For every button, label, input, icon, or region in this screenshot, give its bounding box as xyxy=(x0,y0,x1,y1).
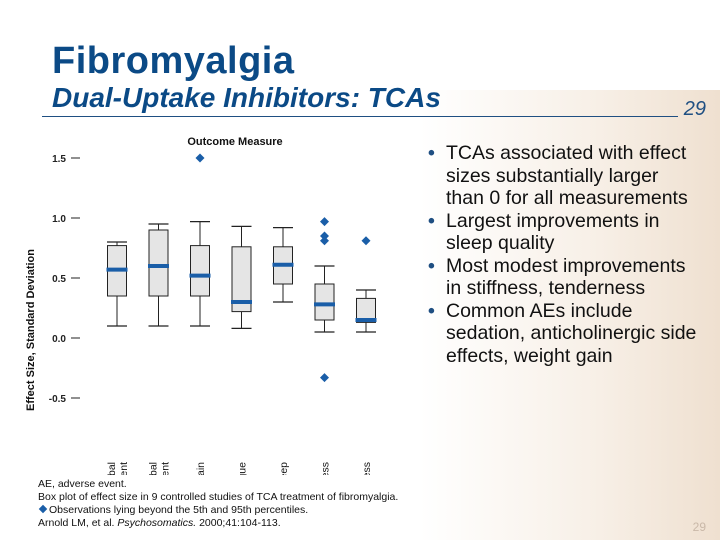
category-label-line: M.D. Global xyxy=(148,462,160,475)
category-label-line: Fatigue xyxy=(237,462,249,475)
outlier-point xyxy=(320,231,329,241)
x-category-label: M.D. GlobalAssessment xyxy=(148,462,172,475)
category-label-line: Pain xyxy=(195,462,207,475)
category-label-line: Assessment xyxy=(118,462,130,475)
footnote-citation: Arnold LM, et al. Psychosomatics. 2000;4… xyxy=(38,517,598,530)
bullet-dot: • xyxy=(428,254,435,277)
footnote-outlier-note: Observations lying beyond the 5th and 95… xyxy=(38,504,598,517)
box-iqr xyxy=(314,283,335,321)
chart-title: Outcome Measure xyxy=(187,136,282,148)
y-axis: 1.5 1.0 0.5 0.0 -0.5 xyxy=(49,154,80,405)
y-tick-label: 0.0 xyxy=(52,334,66,345)
citation-details: 2000;41:104-113. xyxy=(199,517,281,529)
box-sleep xyxy=(272,226,294,303)
y-tick-label: 0.5 xyxy=(52,274,66,285)
bullet-text: TCAs associated with effect sizes substa… xyxy=(446,142,688,209)
x-category-label: Fatigue xyxy=(237,462,249,475)
x-category-label: Stiffness xyxy=(361,462,373,475)
y-axis-title: Effect Size, Standard Deviation xyxy=(25,249,37,411)
slide-number: 29 xyxy=(683,98,706,120)
category-label-line: Stiffness xyxy=(361,462,373,475)
x-category-label: Tenderness xyxy=(320,462,332,475)
bullet-item: • Common AEs include sedation, anticholin… xyxy=(422,300,698,368)
key-points-list: • TCAs associated with effect sizes subst… xyxy=(422,142,698,367)
y-tick-label: -0.5 xyxy=(49,394,67,405)
citation-journal: Psychosomatics. xyxy=(117,517,197,529)
bullet-dot: • xyxy=(428,299,435,322)
outlier-point xyxy=(320,236,329,246)
citation-authors: Arnold LM, et al. xyxy=(38,517,115,529)
box-fatigue xyxy=(231,225,252,329)
x-category-label: Patient GlobalAssessment xyxy=(106,462,130,475)
x-axis-labels: Patient GlobalAssessmentM.D. GlobalAsses… xyxy=(106,462,373,475)
box-iqr xyxy=(190,245,210,297)
bullet-text: Common AEs include sedation, anticholine… xyxy=(446,299,697,367)
box-m-d-global-assessment xyxy=(148,223,169,327)
bullet-item: • Largest improvements in sleep quality xyxy=(422,210,698,255)
background-gradient xyxy=(420,90,720,540)
box-patient-global-assessment xyxy=(106,241,128,327)
y-tick-label: 1.5 xyxy=(52,154,66,165)
footnotes: AE, adverse event. Box plot of effect si… xyxy=(38,478,598,530)
box-iqr xyxy=(231,246,252,313)
category-label-line: Sleep xyxy=(278,462,290,475)
y-tick-label: 1.0 xyxy=(52,214,66,225)
outlier-point xyxy=(320,217,329,227)
category-label-line: Assessment xyxy=(160,462,172,475)
page-subtitle: Dual-Uptake Inhibitors: TCAs xyxy=(52,82,441,113)
outlier-point xyxy=(361,236,371,246)
category-label-line: Tenderness xyxy=(320,462,332,475)
x-category-label: Pain xyxy=(195,462,207,475)
box-iqr xyxy=(356,297,376,323)
bullet-dot: • xyxy=(428,142,435,164)
outlier-point xyxy=(320,373,329,383)
footnote-abbrev: AE, adverse event. xyxy=(38,478,127,490)
slide-number-footer: 29 xyxy=(692,520,706,534)
box-tenderness xyxy=(314,217,335,383)
box-pain xyxy=(189,153,211,327)
diamond-icon xyxy=(38,504,48,514)
bullet-text: Most modest improvements in stiffness, t… xyxy=(446,254,686,300)
bullet-dot: • xyxy=(428,209,435,232)
boxes-group xyxy=(106,153,377,383)
title-divider xyxy=(42,116,678,117)
footnote-caption: Box plot of effect size in 9 controlled … xyxy=(38,491,399,503)
outlier-point xyxy=(195,153,205,163)
box-iqr xyxy=(148,229,169,297)
box-stiffness xyxy=(355,236,377,333)
outlier-note-text: Observations lying beyond the 5th and 95… xyxy=(49,504,309,516)
x-category-label: Sleep xyxy=(278,462,290,475)
bullet-item: • Most modest improvements in stiffness, … xyxy=(422,255,698,300)
box-plot-chart: Outcome Measure Effect Size, Standard De… xyxy=(25,136,377,475)
bullet-text: Largest improvements in sleep quality xyxy=(446,209,660,255)
bullet-item: • TCAs associated with effect sizes subst… xyxy=(422,142,698,210)
page-title: Fibromyalgia xyxy=(52,40,295,82)
category-label-line: Patient Global xyxy=(106,462,118,475)
